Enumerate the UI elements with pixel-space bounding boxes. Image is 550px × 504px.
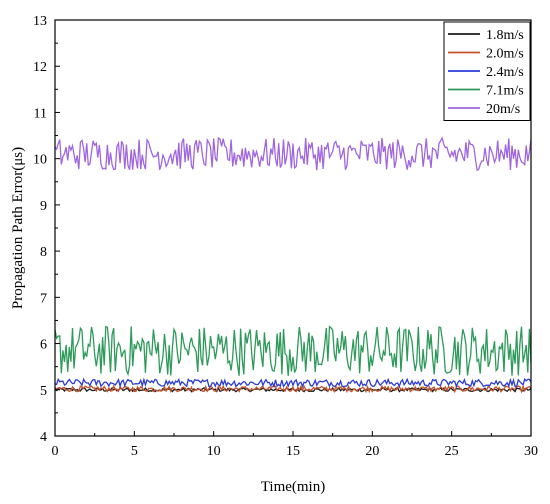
legend-label-4: 7.1m/s xyxy=(486,84,524,99)
axes-layer: 0 5 10 15 20 25 30 4 5 6 7 8 9 10 11 12 13 xyxy=(33,14,538,459)
x-axis-title: Time(min) xyxy=(261,479,325,495)
y-tick-label-0: 4 xyxy=(40,430,47,445)
x-tick-label-3: 15 xyxy=(286,444,300,459)
series-line-4 xyxy=(54,325,532,377)
y-tick-label-7: 11 xyxy=(34,106,47,121)
y-tick-label-2: 6 xyxy=(40,338,47,353)
y-tick-label-3: 7 xyxy=(40,291,47,306)
y-tick-label-1: 5 xyxy=(40,384,47,399)
x-tick-label-4: 20 xyxy=(365,444,379,459)
x-tick-label-6: 30 xyxy=(524,444,538,459)
y-tick-label-9: 13 xyxy=(33,14,47,29)
legend-label-2: 2.0m/s xyxy=(486,47,524,62)
y-tick-label-5: 9 xyxy=(40,199,47,214)
y-tick-label-4: 8 xyxy=(40,245,47,260)
series-layer xyxy=(54,136,532,394)
legend-label-1: 1.8m/s xyxy=(486,28,524,43)
legend: 1.8m/s 2.0m/s 2.4m/s 7.1m/s 20m/s xyxy=(443,21,531,121)
legend-label-3: 2.4m/s xyxy=(486,65,524,80)
x-tick-label-2: 10 xyxy=(207,444,221,459)
series-line-3 xyxy=(54,377,532,389)
y-tick-label-6: 10 xyxy=(33,153,47,168)
series-line-5 xyxy=(54,136,532,171)
x-tick-label-5: 25 xyxy=(445,444,459,459)
y-axis-title: Propagation Path Error(μs) xyxy=(10,147,26,309)
x-tick-label-1: 5 xyxy=(131,444,138,459)
x-tick-label-0: 0 xyxy=(52,444,59,459)
y-tick-label-8: 12 xyxy=(33,60,47,75)
legend-label-5: 20m/s xyxy=(486,102,520,117)
series-line-1 xyxy=(54,386,532,393)
